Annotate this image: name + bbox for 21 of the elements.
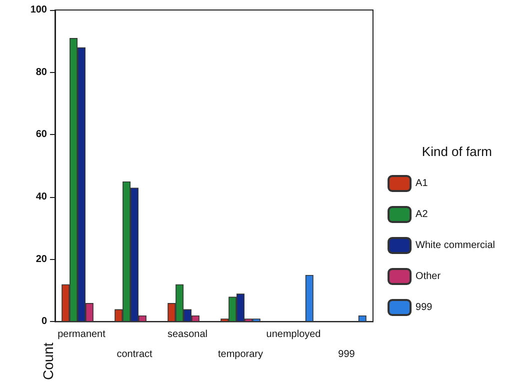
legend-title: Kind of farm — [422, 144, 492, 159]
y-axis-title: Count — [40, 342, 56, 380]
x-tick-label: contract — [116, 349, 153, 360]
x-tick-label: permanent — [58, 329, 106, 340]
y-tick-label: 100 — [30, 4, 48, 16]
x-tick-label: unemployed — [266, 329, 321, 340]
x-tick-label: seasonal — [167, 329, 208, 340]
y-tick-label: 0 — [41, 316, 48, 328]
legend-label: A1 — [416, 178, 428, 189]
x-tick-label: 999 — [338, 349, 356, 360]
y-tick-label: 40 — [36, 192, 48, 203]
bar — [358, 316, 366, 322]
legend-label: White commercial — [416, 240, 496, 251]
y-tick-label: 80 — [36, 66, 48, 78]
bar — [305, 274, 314, 322]
legend-label: Other — [416, 271, 442, 282]
legend-label: 999 — [416, 302, 433, 313]
legend-label: A2 — [416, 209, 428, 220]
x-tick-label: temporary — [218, 349, 264, 360]
y-tick-label: 20 — [36, 254, 48, 265]
y-tick-label: 60 — [36, 129, 48, 140]
